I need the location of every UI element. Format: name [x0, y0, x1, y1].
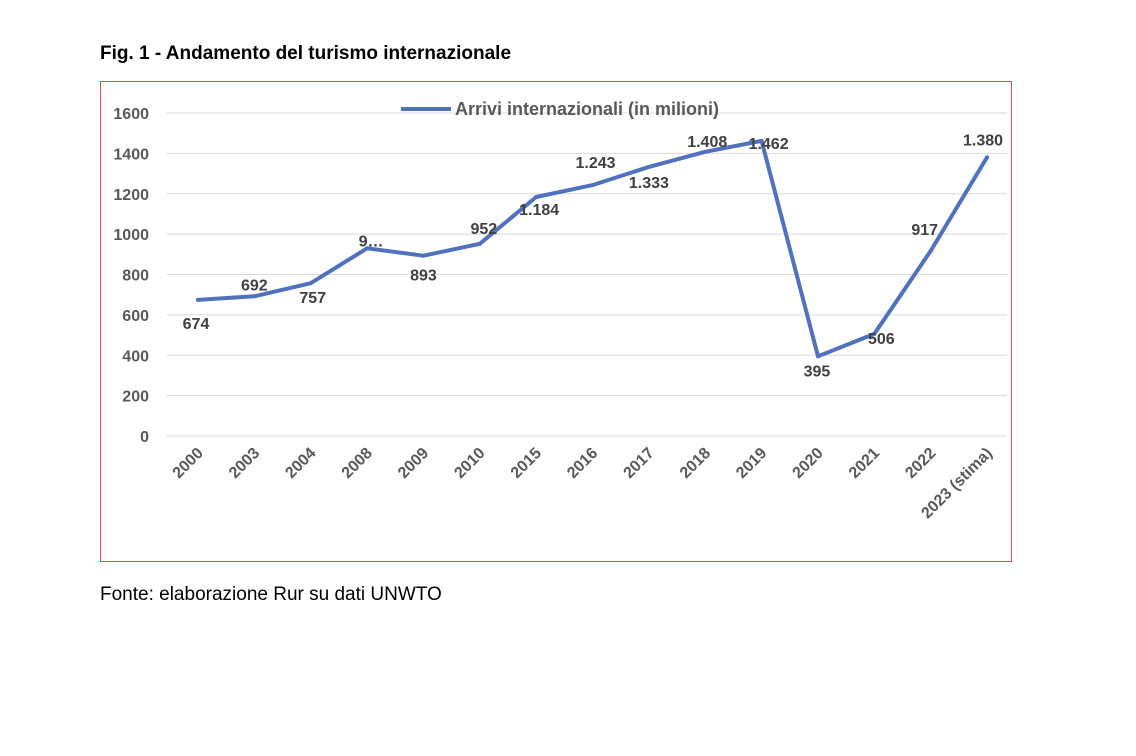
data-label: 692 [241, 277, 268, 294]
data-labels: 674 692 757 9… 893 952 1.184 1.243 1.333 1.408 1.4… [183, 132, 1004, 380]
data-label: 1.380 [963, 132, 1003, 149]
data-point [421, 253, 426, 258]
x-tick-label: 2003 [226, 445, 263, 482]
y-tick-label: 0 [140, 429, 149, 446]
x-tick-label: 2000 [170, 445, 207, 482]
x-tick-label: 2020 [790, 445, 827, 482]
source-note: Fonte: elaborazione Rur su dati UNWTO [100, 584, 442, 605]
data-point [646, 164, 651, 169]
data-label: 1.333 [629, 175, 669, 192]
data-point [703, 149, 708, 154]
data-label: 757 [299, 290, 326, 307]
y-tick-label: 600 [122, 308, 149, 325]
data-label: 952 [470, 221, 497, 238]
x-tick-label: 2019 [733, 445, 770, 482]
data-point [477, 241, 482, 246]
y-tick-label: 1200 [113, 187, 149, 204]
y-tick-label: 800 [122, 268, 149, 285]
data-point [252, 294, 257, 299]
x-tick-label: 2015 [508, 445, 545, 482]
data-point [928, 248, 933, 253]
data-label: 506 [868, 331, 895, 348]
data-point [590, 183, 595, 188]
y-tick-label: 200 [122, 389, 149, 406]
x-tick-label: 2021 [846, 445, 883, 482]
data-label: 1.462 [749, 136, 789, 153]
x-tick-label: 2009 [395, 445, 432, 482]
series-line [196, 138, 989, 359]
data-label: 1.184 [519, 202, 559, 219]
x-tick-label: 2022 [902, 445, 939, 482]
y-tick-label: 1000 [113, 227, 149, 244]
figure-title: Fig. 1 - Andamento del turismo internazi… [100, 43, 512, 64]
x-axis-ticks: 2000 2003 2004 2008 2009 2010 2015 2016 2017 2018… [170, 445, 996, 523]
data-point [196, 297, 200, 302]
x-tick-label: 2010 [451, 445, 488, 482]
y-tick-label: 400 [122, 348, 149, 365]
chart-frame: 0 200 400 600 800 1000 1200 1400 1600 2000 2003 20… [100, 81, 1012, 562]
x-tick-label: 2008 [339, 445, 376, 482]
data-point [759, 138, 764, 143]
x-tick-label: 2004 [282, 445, 319, 482]
data-point [872, 331, 877, 336]
data-label: 1.243 [575, 155, 615, 172]
data-point [815, 354, 820, 359]
y-tick-label: 1600 [113, 106, 149, 123]
legend-label: Arrivi internazionali (in milioni) [455, 99, 719, 119]
data-label: 893 [410, 268, 437, 285]
data-label: 1.408 [687, 134, 727, 151]
x-tick-label: 2018 [677, 445, 714, 482]
data-label: 917 [911, 222, 938, 239]
data-point [534, 194, 539, 199]
y-tick-label: 1400 [113, 146, 149, 163]
data-label: 674 [183, 316, 210, 333]
data-label: 395 [804, 363, 831, 380]
data-point [365, 246, 370, 251]
x-tick-label: 2016 [564, 445, 601, 482]
gridlines [167, 112, 1007, 437]
data-point [985, 155, 990, 160]
data-point [308, 281, 313, 286]
series-layer [196, 138, 990, 359]
x-tick-label: 2017 [621, 445, 658, 482]
data-label: 9… [359, 233, 384, 250]
legend: Arrivi internazionali (in milioni) [401, 99, 719, 119]
y-axis-ticks: 0 200 400 600 800 1000 1200 1400 1600 [113, 106, 149, 446]
